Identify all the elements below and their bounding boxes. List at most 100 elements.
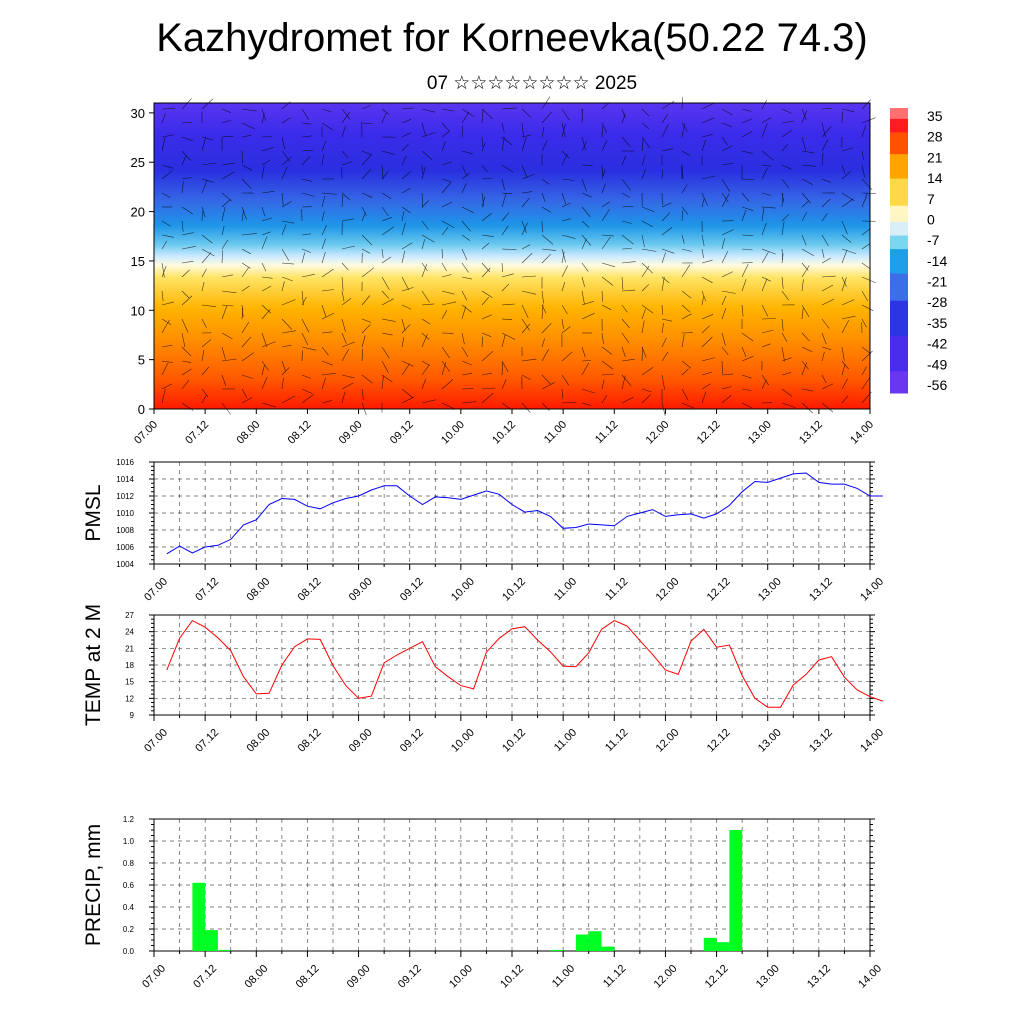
y-tick-label: 20 <box>131 205 145 220</box>
colorbar-label: -56 <box>927 377 947 393</box>
x-tick-label: 11.12 <box>593 419 620 446</box>
x-tick-label: 11.00 <box>550 963 577 990</box>
y-axis-label: PMSL <box>82 484 105 541</box>
colorbar-label: -49 <box>927 356 947 372</box>
colorbar-label: -7 <box>927 232 940 248</box>
precip-bar <box>576 935 589 952</box>
colorbar-label: -35 <box>927 315 947 331</box>
x-tick-label: 10.12 <box>498 963 526 991</box>
y-tick-label: 0 <box>138 402 145 417</box>
x-tick-label: 07.12 <box>191 963 219 991</box>
y-tick-label: 0.6 <box>123 881 135 890</box>
y-tick-label: 9 <box>130 711 135 720</box>
y-tick-label: 1.0 <box>123 837 135 846</box>
x-tick-label: 09.00 <box>345 963 373 991</box>
x-tick-label: 11.12 <box>603 576 630 603</box>
pmsl-line <box>167 473 883 554</box>
x-tick-label: 10.12 <box>500 727 528 755</box>
colorbar-label: -42 <box>927 336 947 352</box>
grid <box>154 819 870 951</box>
y-axis-label: TEMP at 2 M <box>82 604 105 726</box>
x-tick-label: 08.00 <box>234 419 262 447</box>
x-tick-label: 13.12 <box>805 963 833 991</box>
y-tick-label: 1012 <box>116 492 134 501</box>
x-tick-label: 07.12 <box>193 727 221 755</box>
y-tick-label: 1006 <box>116 543 134 552</box>
x-tick-label: 07.12 <box>183 419 211 447</box>
precip-bar <box>729 830 742 951</box>
y-tick-label: 1014 <box>116 475 134 484</box>
x-tick-label: 10.12 <box>490 419 518 447</box>
grid <box>154 615 870 715</box>
colorbar-label: 28 <box>927 129 943 145</box>
x-tick-label: 14.00 <box>856 963 884 991</box>
x-tick-label: 12.00 <box>644 419 672 447</box>
x-tick-label: 08.00 <box>244 727 272 755</box>
x-tick-label: 11.00 <box>542 419 569 446</box>
colorbar-label: -28 <box>927 294 947 310</box>
y-axis-label: PRECIP, mm <box>82 824 105 946</box>
x-tick-label: 07.00 <box>142 727 170 755</box>
x-tick-label: 09.12 <box>388 419 416 447</box>
x-tick-label: 11.00 <box>552 576 579 603</box>
y-tick-label: 0.2 <box>123 925 135 934</box>
precip-bar <box>192 883 205 951</box>
x-tick-label: 13.00 <box>756 727 784 755</box>
y-tick-label: 15 <box>125 678 134 687</box>
x-tick-label: 08.00 <box>242 963 270 991</box>
chart-subtitle: 07 ☆☆☆☆☆☆☆☆ 2025 <box>0 72 1024 95</box>
x-tick-label: 10.00 <box>449 727 477 755</box>
x-tick-label: 11.12 <box>603 727 630 754</box>
y-tick-label: 24 <box>125 628 134 637</box>
x-tick-label: 07.00 <box>140 963 168 991</box>
precip-bar <box>602 947 615 951</box>
y-tick-label: 1010 <box>116 509 134 518</box>
precip-bar <box>589 931 602 951</box>
temp-line <box>167 621 883 708</box>
y-tick-label: 15 <box>131 254 145 269</box>
y-tick-label: 21 <box>125 644 134 653</box>
colorbar-label: -21 <box>927 274 947 290</box>
y-tick-label: 1016 <box>116 458 134 467</box>
precip-bar <box>218 950 231 951</box>
x-tick-label: 13.00 <box>754 963 782 991</box>
x-tick-label: 14.00 <box>858 727 886 755</box>
colorbar-label: 21 <box>927 149 943 165</box>
x-tick-label: 09.12 <box>396 963 424 991</box>
y-tick-label: 0.4 <box>123 903 135 912</box>
x-tick-label: 11.00 <box>552 727 579 754</box>
x-tick-label: 12.00 <box>654 727 682 755</box>
precip-bar <box>704 938 717 951</box>
x-tick-label: 07.00 <box>132 419 160 447</box>
x-tick-label: 08.12 <box>294 963 322 991</box>
y-tick-label: 25 <box>131 155 145 170</box>
colorbar-cell <box>890 390 908 393</box>
x-tick-label: 13.12 <box>797 419 825 447</box>
x-tick-label: 12.00 <box>652 963 680 991</box>
x-tick-label: 13.00 <box>746 419 774 447</box>
y-tick-label: 0.0 <box>123 947 135 956</box>
y-tick-label: 27 <box>125 611 134 620</box>
colorbar-label: 7 <box>927 191 935 207</box>
x-tick-label: 12.12 <box>703 963 731 991</box>
x-tick-label: 09.12 <box>398 727 426 755</box>
y-tick-label: 30 <box>131 106 145 121</box>
y-tick-label: 5 <box>138 353 145 368</box>
x-tick-label: 10.00 <box>447 963 475 991</box>
precip-bar <box>717 942 730 951</box>
colorbar-label: 14 <box>927 170 943 186</box>
chart-title: Kazhydromet for Korneevka(50.22 74.3) <box>0 16 1024 61</box>
colorbar <box>890 108 908 394</box>
heatmap-field <box>154 103 870 409</box>
x-tick-label: 13.12 <box>807 727 835 755</box>
y-tick-label: 12 <box>125 694 134 703</box>
x-tick-label: 11.12 <box>601 963 628 990</box>
precip-bar <box>550 950 563 951</box>
x-tick-label: 12.12 <box>705 727 733 755</box>
precip-bar <box>205 930 218 951</box>
x-tick-label: 09.00 <box>347 727 375 755</box>
x-tick-label: 09.00 <box>337 419 365 447</box>
